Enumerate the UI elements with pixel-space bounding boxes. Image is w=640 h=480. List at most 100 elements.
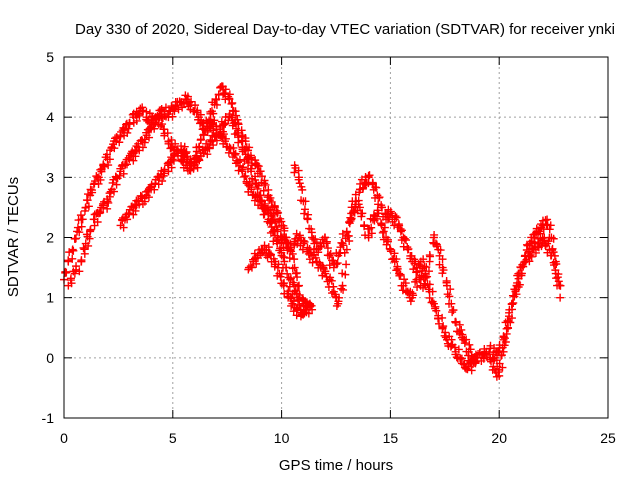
data-point (411, 257, 420, 266)
data-point (302, 308, 311, 317)
data-point (545, 225, 554, 234)
data-point (84, 202, 93, 211)
data-point (428, 287, 437, 296)
data-point (244, 159, 253, 168)
data-point (88, 188, 97, 197)
data-point (360, 221, 369, 230)
data-point (396, 224, 405, 233)
data-point (459, 360, 468, 369)
data-point (78, 215, 87, 224)
data-point (268, 227, 277, 236)
data-point (333, 259, 342, 268)
data-point (231, 119, 240, 128)
data-point (247, 183, 256, 192)
data-point (110, 144, 119, 153)
data-point (124, 153, 133, 162)
data-point (209, 109, 218, 118)
data-point (295, 179, 304, 188)
data-point (402, 236, 411, 245)
data-point (520, 252, 529, 261)
data-point (256, 167, 265, 176)
data-point (430, 230, 439, 239)
data-point (280, 257, 289, 266)
x-tick-label: 0 (60, 430, 68, 446)
data-point (554, 270, 563, 279)
data-point (276, 244, 285, 253)
data-point (423, 280, 432, 289)
data-point (378, 228, 387, 237)
data-point (365, 224, 374, 233)
data-point (97, 167, 106, 176)
data-point (519, 262, 528, 271)
data-point (253, 254, 262, 263)
x-tick-label: 20 (491, 430, 507, 446)
data-point (272, 206, 281, 215)
plot-frame (63, 56, 609, 419)
data-point (96, 208, 105, 217)
data-point (182, 147, 191, 156)
data-point (151, 179, 160, 188)
data-point (426, 252, 435, 261)
data-point (288, 249, 297, 258)
data-point (211, 95, 220, 104)
data-point (105, 155, 114, 164)
data-point (79, 243, 88, 252)
data-point (285, 254, 294, 263)
data-point (355, 203, 364, 212)
data-point (227, 113, 236, 122)
y-axis-label: SDTVAR / TECUs (5, 177, 22, 297)
data-point (150, 185, 159, 194)
data-point (334, 297, 343, 306)
data-point (446, 285, 455, 294)
data-point (413, 283, 422, 292)
data-point (300, 205, 309, 214)
data-point (280, 226, 289, 235)
data-point (295, 281, 304, 290)
data-point (307, 225, 316, 234)
data-point (230, 150, 239, 159)
data-point (434, 314, 443, 323)
data-point (300, 237, 309, 246)
data-point (341, 270, 350, 279)
data-point (115, 138, 124, 147)
data-point (225, 94, 234, 103)
data-point (174, 105, 183, 114)
data-point (465, 340, 474, 349)
data-point (374, 193, 383, 202)
data-point (408, 289, 417, 298)
y-tick-label: 5 (46, 49, 54, 65)
data-point (246, 164, 255, 173)
data-point (256, 191, 265, 200)
data-point (132, 116, 141, 125)
data-point (203, 127, 212, 136)
data-point (290, 280, 299, 289)
data-point (119, 223, 128, 232)
data-point (454, 345, 463, 354)
data-point (93, 218, 102, 227)
data-point (406, 251, 415, 260)
data-point (492, 356, 501, 365)
data-point (549, 234, 558, 243)
data-point (395, 221, 404, 230)
data-point (345, 218, 354, 227)
data-point (541, 216, 550, 225)
data-point (455, 320, 464, 329)
data-point (187, 97, 196, 106)
data-point (180, 142, 189, 151)
data-point (342, 228, 351, 237)
data-point (419, 255, 428, 264)
data-point (401, 279, 410, 288)
data-point (379, 227, 388, 236)
data-point (435, 319, 444, 328)
data-point (285, 282, 294, 291)
data-point (367, 223, 376, 232)
data-point (73, 223, 82, 232)
data-point (450, 343, 459, 352)
data-point (271, 231, 280, 240)
data-point (270, 203, 279, 212)
data-point (189, 164, 198, 173)
data-point (283, 238, 292, 247)
data-point (466, 345, 475, 354)
data-point (335, 249, 344, 258)
data-point (259, 210, 268, 219)
